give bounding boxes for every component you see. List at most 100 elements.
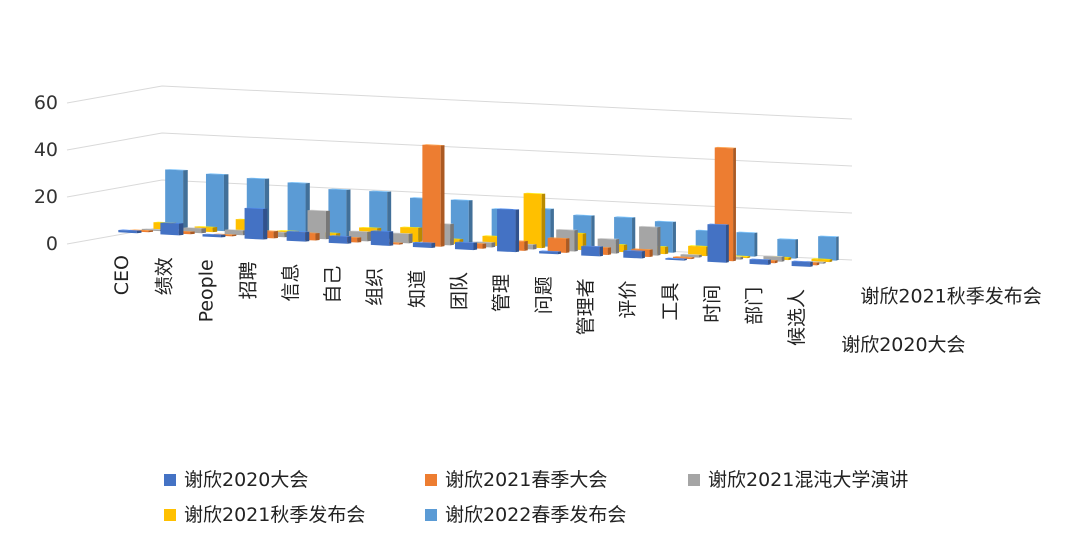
bar — [791, 260, 813, 267]
category-label: 候选人 — [786, 289, 808, 346]
bar-side — [566, 238, 570, 253]
bar-side — [725, 224, 729, 263]
bar-front — [665, 258, 684, 261]
bar-top — [450, 199, 473, 201]
bar-top — [224, 229, 248, 231]
bar — [818, 235, 839, 261]
bar — [450, 199, 473, 243]
bar — [749, 258, 771, 265]
bar-top — [454, 241, 478, 244]
bar-top — [497, 208, 520, 210]
bar-side — [136, 230, 142, 234]
bar-side — [183, 169, 188, 230]
legend-swatch — [164, 509, 176, 521]
bar — [581, 245, 603, 257]
category-label: 知道 — [406, 270, 428, 308]
bar-side — [541, 193, 546, 249]
category-label: 管理 — [491, 274, 513, 312]
category-label: 组织 — [364, 268, 386, 306]
bar-top — [688, 245, 710, 247]
legend-swatch — [425, 474, 437, 486]
category-label: 团队 — [449, 272, 471, 310]
bar-top — [791, 260, 813, 263]
category-label: 自己 — [322, 266, 344, 304]
bar-side — [223, 174, 229, 232]
bar-front — [422, 144, 441, 247]
category-label: CEO — [111, 255, 133, 295]
bar-front — [791, 261, 811, 267]
bar-side — [473, 242, 478, 251]
bar-side — [398, 242, 403, 245]
bar-side — [632, 217, 636, 251]
bar-front — [523, 193, 542, 249]
bar-top — [194, 226, 218, 228]
bar — [244, 207, 268, 240]
bar-side — [607, 247, 612, 255]
bar-front — [287, 182, 306, 236]
bar-side — [550, 208, 554, 247]
bar-top — [523, 192, 546, 195]
bar-side — [491, 242, 496, 248]
category-label: People — [195, 259, 217, 322]
bar-side — [389, 231, 394, 246]
bar-side — [418, 227, 423, 243]
legend-swatch — [164, 474, 176, 486]
bar-side — [346, 189, 351, 237]
bar-side — [698, 254, 702, 258]
bar-top — [141, 228, 165, 230]
bar — [286, 230, 310, 242]
bar-front — [369, 191, 388, 239]
bar — [454, 241, 478, 251]
bar-top — [287, 182, 310, 184]
bar-side — [665, 246, 669, 255]
bar-side — [810, 261, 813, 267]
bar-side — [557, 251, 562, 255]
bar-front — [736, 232, 755, 257]
bar-side — [482, 243, 487, 249]
bar-top — [130, 229, 154, 231]
bar-front — [141, 228, 160, 232]
legend-swatch — [688, 474, 700, 486]
bar-top — [539, 250, 562, 252]
bar-top — [246, 177, 270, 179]
bar — [412, 241, 436, 248]
bar-side — [829, 259, 833, 263]
bar-front — [623, 250, 642, 259]
bar-side — [641, 250, 645, 259]
bar-side — [305, 231, 310, 242]
bar-top — [359, 227, 382, 229]
legend: 谢欣2020大会 谢欣2021春季大会 谢欣2021混沌大学演讲谢欣2021秋季发布… — [164, 469, 908, 526]
bar — [328, 188, 351, 237]
bar-front — [539, 251, 558, 255]
bar-side — [747, 256, 751, 259]
bar-top — [473, 241, 496, 243]
bar-front — [672, 256, 692, 260]
bar-side — [190, 231, 195, 235]
bar-front — [412, 242, 432, 248]
bar-front — [390, 233, 409, 244]
bar-side — [781, 256, 785, 262]
bar-top — [369, 190, 392, 192]
bar-side — [691, 257, 695, 260]
tick-layer: 0 20 40 60 — [34, 92, 58, 255]
bar-top — [597, 238, 620, 240]
bar — [547, 237, 570, 253]
bar-side — [367, 231, 372, 242]
bar — [205, 173, 229, 232]
bar-top — [623, 249, 645, 252]
category-label: 部门 — [744, 287, 766, 325]
bar-top — [400, 226, 423, 229]
bar-front — [286, 231, 306, 242]
bar-top — [328, 235, 352, 237]
bar — [328, 235, 352, 244]
bar-side — [574, 229, 578, 252]
legend-item: 谢欣2020大会 — [164, 469, 308, 491]
bar — [160, 222, 184, 236]
category-label: 管理者 — [575, 278, 597, 335]
z-tick-label: 20 — [34, 186, 58, 208]
bar — [523, 192, 546, 249]
series-axis-label: 谢欣2020大会 — [841, 334, 965, 356]
bar-top — [749, 258, 771, 261]
